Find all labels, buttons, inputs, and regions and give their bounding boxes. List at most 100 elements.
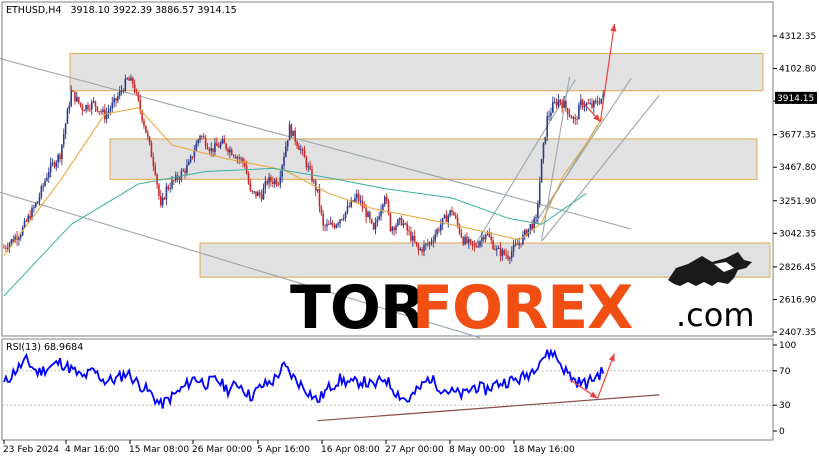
candle-body [497, 248, 500, 249]
candle-body [148, 136, 151, 143]
candle-body [322, 213, 324, 226]
candle-body [285, 146, 287, 157]
candle-body [34, 203, 37, 208]
candle-body [163, 197, 166, 200]
candle-body [122, 90, 125, 92]
arrow-head-icon [610, 23, 617, 32]
candle-body [454, 215, 457, 218]
candle-body [423, 244, 425, 252]
candle-body [344, 211, 347, 218]
candle-body [130, 77, 132, 81]
candle-body [531, 224, 534, 229]
candle-body [385, 196, 388, 201]
candle-body [372, 223, 375, 230]
candle-body [8, 243, 11, 249]
arrow-head-icon [593, 114, 601, 122]
svg-text:3914.15: 3914.15 [777, 94, 814, 104]
forecast-arrows [580, 23, 617, 123]
candle-body [494, 248, 496, 250]
candle-body [227, 149, 229, 153]
candle-body [294, 130, 296, 142]
candle-body [313, 180, 315, 182]
candle-body [277, 184, 280, 186]
candle-body [501, 250, 504, 257]
candle-body [197, 139, 199, 144]
candle-body [38, 196, 41, 202]
arrow-head-icon [608, 353, 615, 362]
candle-body [593, 100, 595, 108]
candle-body [154, 165, 156, 175]
candle-body [583, 106, 586, 108]
rsi-tick-label: 0 [779, 427, 785, 437]
candle-body [326, 224, 328, 227]
candle-body [369, 212, 371, 220]
candle-body [225, 143, 227, 150]
candle-body [518, 243, 520, 246]
candle-body [408, 230, 410, 232]
candle-body [393, 227, 395, 231]
candle-body [31, 207, 33, 219]
time-tick-label: 16 Apr 08:00 [321, 445, 380, 455]
candle-body [301, 149, 304, 151]
candle-body [384, 196, 386, 205]
candle-body [79, 102, 82, 106]
candle-body [335, 224, 338, 228]
candle-body [400, 217, 403, 226]
candle-body [214, 143, 216, 152]
candle-body [598, 102, 601, 104]
time-tick-label: 4 Mar 16:00 [65, 445, 120, 455]
candle-body [413, 235, 416, 242]
candle-body [341, 219, 343, 220]
candle-body [48, 172, 50, 178]
candle-body [186, 165, 188, 173]
rsi-tick-label: 100 [779, 341, 796, 351]
candle-body [178, 179, 181, 180]
candle-body [352, 200, 354, 202]
candle-body [210, 148, 212, 152]
candle-body [354, 197, 356, 202]
candle-body [404, 223, 407, 225]
rsi-panel: RSI(13) 68.9684 [2, 342, 773, 422]
candle-body [46, 177, 48, 181]
candle-body [525, 230, 528, 236]
candle-body [537, 203, 539, 218]
candle-body [189, 156, 192, 162]
candle-body [395, 225, 397, 231]
candle-body [268, 177, 270, 184]
candle-body [290, 124, 293, 137]
candle-body [589, 103, 591, 105]
candle-body [279, 176, 282, 185]
candle-body [72, 90, 74, 92]
candle-body [600, 98, 603, 104]
price-tick-label: 4312.35 [779, 32, 816, 42]
candle-body [240, 158, 242, 160]
candle-body [202, 136, 205, 138]
candle-body [482, 237, 485, 240]
candle-body [572, 117, 575, 119]
support-resistance-zones [69, 52, 771, 278]
candle-body [380, 209, 382, 217]
time-axis: 23 Feb 2024 4 Mar 16:00 15 Mar 08:00 26 Mar… [3, 440, 575, 455]
candle-body [12, 239, 15, 242]
candle-body [87, 105, 89, 110]
candle-body [542, 143, 545, 159]
candle-body [357, 193, 360, 202]
candle-body [57, 154, 59, 163]
candle-body [580, 99, 582, 105]
candle-body [85, 105, 87, 111]
candle-body [318, 189, 321, 207]
candle-body [402, 223, 405, 226]
candle-body [146, 132, 149, 137]
candle-body [96, 106, 99, 112]
candle-body [548, 115, 550, 117]
candle-body [324, 225, 326, 227]
arrow-head-icon [589, 391, 598, 399]
candle-body [212, 148, 214, 152]
candle-body [559, 99, 562, 103]
candle-body [169, 188, 171, 189]
candle-body [150, 142, 153, 158]
candle-body [6, 248, 9, 249]
candle-body [66, 109, 69, 124]
candle-body [464, 236, 466, 245]
